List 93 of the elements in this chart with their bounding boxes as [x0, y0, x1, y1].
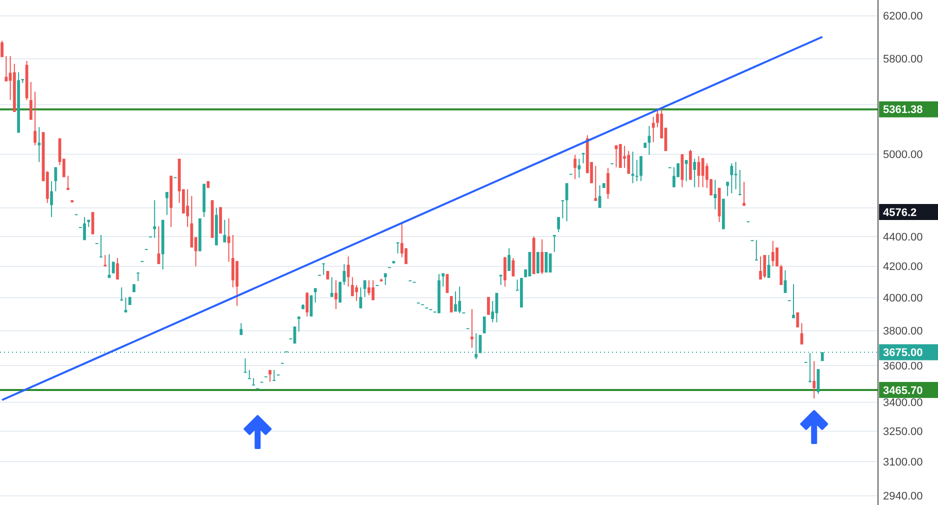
candlestick	[540, 238, 544, 275]
candlestick	[186, 188, 189, 228]
y-tick-label: 5000.00	[883, 149, 923, 162]
candlestick	[697, 156, 700, 188]
candlestick	[714, 179, 717, 210]
candlestick	[100, 234, 102, 258]
candlestick	[38, 126, 41, 162]
y-tick-label: 6200.00	[883, 10, 923, 23]
candlestick	[684, 160, 688, 182]
y-tick-label: 4400.00	[883, 231, 923, 244]
candlestick	[272, 369, 276, 382]
y-tick-label: 3600.00	[883, 360, 923, 372]
candlestick	[223, 219, 226, 243]
candlestick	[334, 280, 338, 310]
candlestick	[342, 264, 346, 286]
candlestick	[454, 290, 457, 312]
candlestick	[66, 175, 70, 190]
candlestick	[771, 240, 774, 267]
y-tick-label: 4200.00	[883, 261, 923, 274]
candlestick	[442, 272, 445, 288]
candlestick	[508, 248, 511, 272]
candlestick	[726, 181, 729, 197]
candlestick	[763, 254, 766, 278]
candlestick	[330, 276, 334, 298]
candlestick	[470, 308, 474, 348]
candlestick	[754, 240, 758, 261]
candlestick	[808, 352, 812, 384]
y-tick-label: 2940.00	[883, 490, 923, 503]
candlestick	[346, 256, 350, 288]
candlestick	[104, 254, 107, 267]
candlestick	[450, 296, 453, 313]
candlestick	[759, 256, 762, 280]
candlestick	[297, 316, 300, 332]
candlestick	[627, 150, 630, 174]
candlestick	[606, 167, 610, 200]
ref-line-label: 3675.00	[883, 347, 923, 360]
candlestick	[730, 162, 734, 194]
y-tick-label: 3100.00	[883, 456, 923, 469]
candlestick	[83, 216, 86, 241]
candlestick	[561, 200, 564, 219]
candlestick	[792, 284, 795, 319]
candlestick	[166, 191, 168, 216]
candlestick	[50, 180, 53, 218]
candlestick	[248, 369, 251, 380]
candlestick	[54, 166, 58, 192]
candlestick	[367, 280, 370, 296]
y-tick-label: 3800.00	[883, 326, 923, 338]
candlestick	[120, 286, 124, 302]
candlestick	[359, 286, 362, 309]
candlestick	[240, 322, 243, 336]
candlestick	[252, 378, 255, 386]
candlestick	[116, 257, 119, 280]
ref-line-label: 3465.70	[883, 384, 923, 397]
y-tick-label: 4000.00	[883, 292, 923, 305]
text: 4576.2	[883, 206, 917, 219]
candlestick	[29, 81, 32, 120]
candlestick	[0, 40, 4, 58]
candlestick	[742, 181, 746, 206]
ref-line-label: 5361.38	[883, 104, 923, 116]
candlestick	[231, 234, 234, 288]
candlestick	[635, 160, 638, 182]
y-tick-label: 3250.00	[883, 426, 923, 438]
candlestick	[487, 296, 490, 316]
candlestick	[701, 158, 704, 188]
candlestick	[350, 276, 354, 297]
candlestick	[780, 264, 783, 286]
candlestick	[552, 234, 556, 252]
candlestick	[4, 56, 8, 82]
candlestick	[153, 200, 156, 238]
candlestick	[738, 169, 742, 196]
candlestick	[693, 158, 696, 188]
candlestick	[652, 116, 655, 143]
candlestick	[314, 288, 317, 304]
candlestick	[34, 91, 36, 146]
candlestick	[557, 216, 560, 233]
candlestick	[482, 316, 486, 334]
candlestick	[672, 166, 676, 188]
candlestick	[536, 251, 540, 274]
candlestick	[618, 144, 622, 168]
candlestick	[504, 256, 506, 288]
candlestick	[812, 360, 816, 399]
candlestick	[578, 158, 581, 178]
candlestick	[306, 292, 309, 317]
candlestick	[796, 312, 800, 328]
candlestick	[594, 165, 598, 202]
candlestick	[322, 262, 326, 276]
candlestick	[458, 286, 462, 314]
y-tick-label: 3400.00	[883, 397, 923, 410]
candlestick	[355, 284, 358, 302]
candlestick	[574, 154, 576, 180]
candlestick	[640, 156, 642, 182]
candlestick	[372, 280, 374, 301]
y-tick-label: 5800.00	[883, 54, 923, 66]
